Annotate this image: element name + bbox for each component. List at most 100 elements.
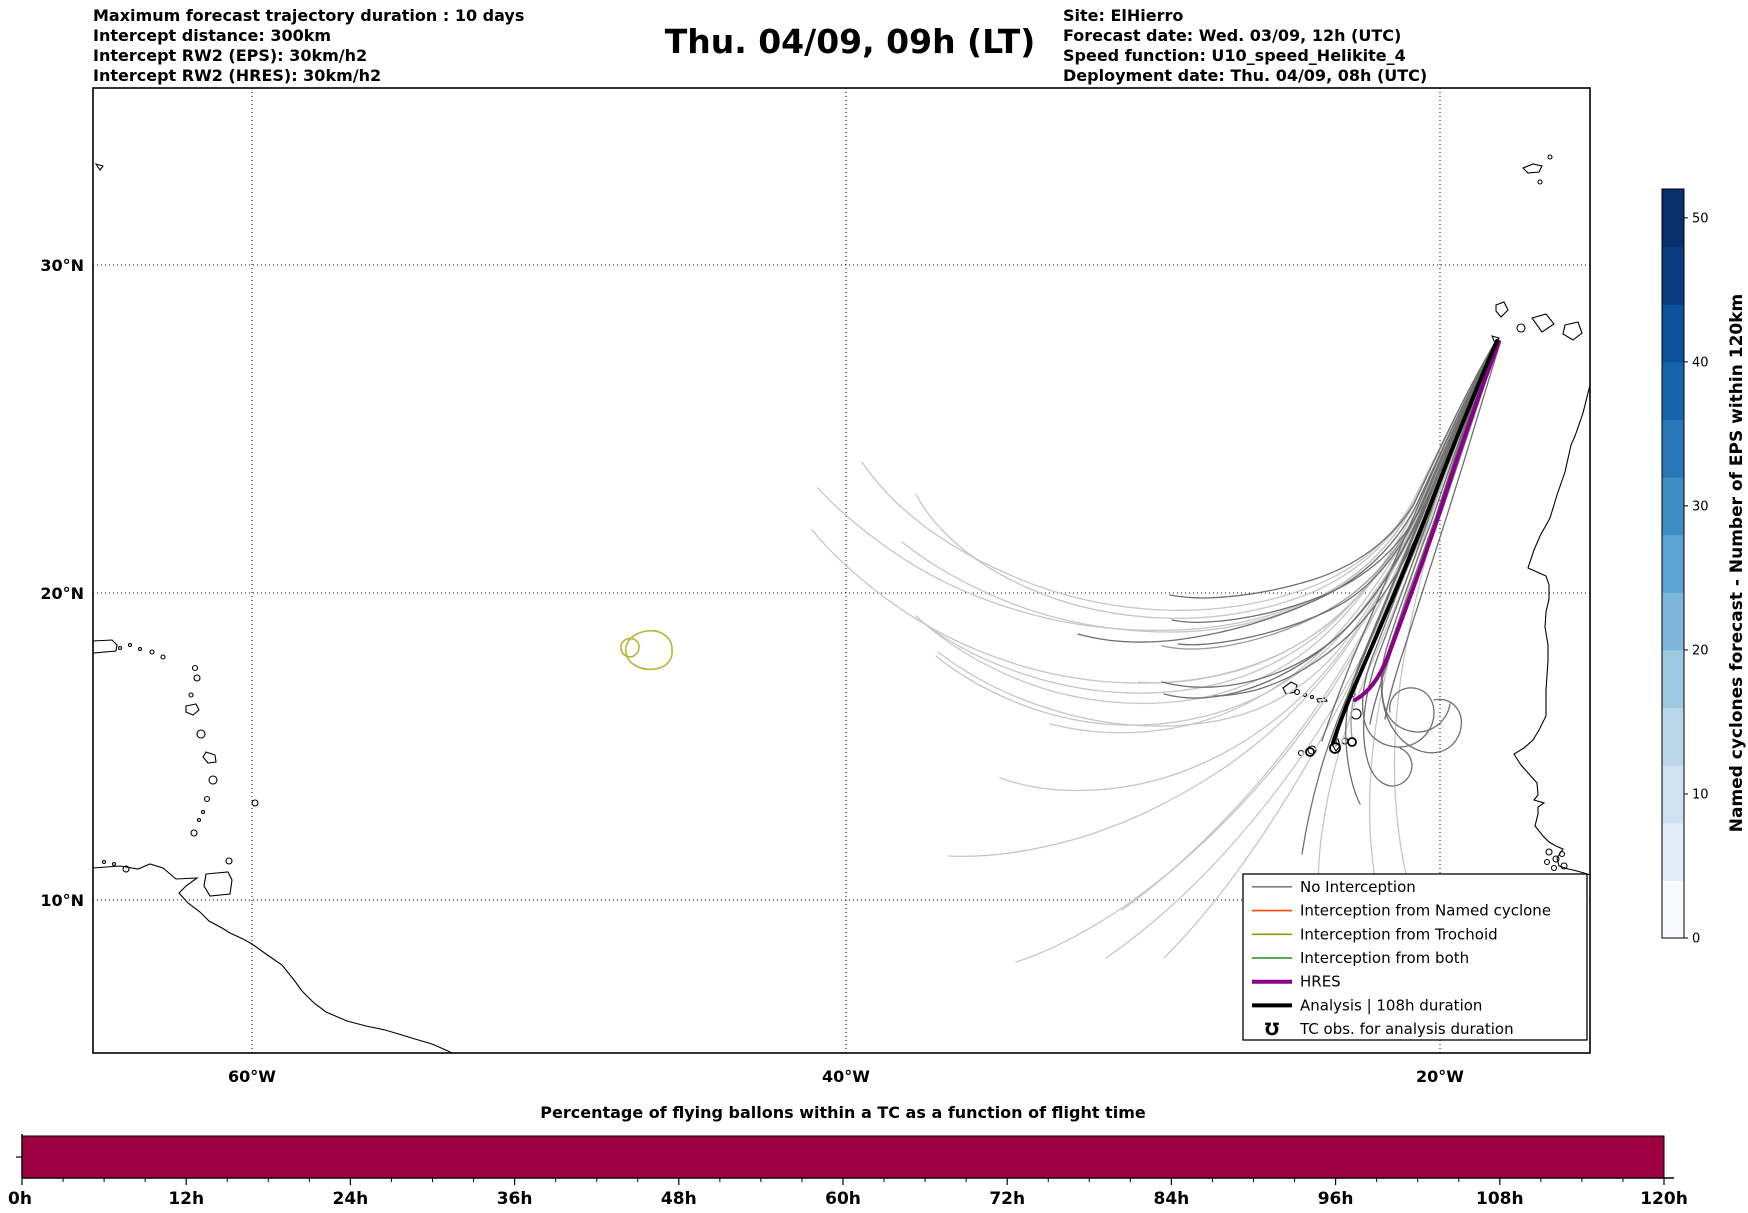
island — [127, 642, 133, 648]
colorbar-segment — [1662, 189, 1684, 248]
island — [1309, 694, 1315, 700]
hres-trajectory — [1353, 340, 1501, 702]
colorbar-segment — [1662, 361, 1684, 420]
lon-tick-label: 60°W — [228, 1067, 276, 1086]
island — [1537, 179, 1543, 185]
trochoid-circle — [624, 629, 673, 671]
x-tick-label: 72h — [989, 1189, 1025, 1209]
island — [1543, 858, 1551, 866]
trajectory — [915, 340, 1497, 619]
x-tick-label: 48h — [661, 1189, 697, 1209]
annotation-line: Maximum forecast trajectory duration : 1… — [93, 6, 525, 25]
tc-observations — [1305, 737, 1357, 757]
island — [1552, 855, 1560, 863]
coastlines — [92, 154, 1591, 1054]
forecast-info-annotation: Site: ElHierro Forecast date: Wed. 03/09… — [1063, 6, 1427, 86]
colorbar-tick-label: 0 — [1692, 932, 1700, 947]
legend: No Interception Interception from Named c… — [1242, 873, 1588, 1041]
island — [160, 654, 166, 660]
annotation-line: Deployment date: Thu. 04/09, 08h (UTC) — [1063, 66, 1428, 85]
trajectory — [1163, 341, 1498, 699]
trajectory — [1213, 340, 1499, 697]
colorbar-segment — [1662, 477, 1684, 536]
trajectory — [1381, 341, 1499, 733]
trajectory — [1301, 340, 1498, 855]
coastline — [92, 863, 453, 1054]
annotation-line: Intercept RW2 (EPS): 30km/h2 — [93, 46, 368, 65]
x-tick-label: 24h — [333, 1189, 369, 1209]
colorbar-segment — [1662, 880, 1684, 939]
colorbar: 0 10 20 30 40 50 — [1661, 188, 1709, 947]
island — [1550, 864, 1558, 872]
trajectory — [1368, 342, 1498, 937]
flight-time-bar-chart: 0h 12h 24h 36h 48h 60h 72h 84h 96h 108h 120h — [8, 1134, 1688, 1209]
island — [188, 692, 194, 698]
tc-obs-marker — [1305, 747, 1315, 757]
coastline — [1562, 321, 1583, 341]
annotation-line: Forecast date: Wed. 03/09, 12h (UTC) — [1063, 26, 1402, 45]
colorbar-segment — [1662, 419, 1684, 478]
colorbar-segment — [1662, 649, 1684, 709]
colorbar-segment — [1662, 246, 1684, 305]
colorbar-label: Named cyclones forecast - Number of EPS … — [1727, 293, 1747, 833]
island — [122, 865, 130, 873]
island — [208, 775, 218, 785]
trajectory — [1105, 342, 1498, 959]
coastline — [92, 639, 118, 654]
colorbar-segment — [1662, 707, 1684, 766]
island — [101, 859, 107, 865]
legend-item-label: Interception from Trochoid — [1300, 925, 1498, 943]
colorbar-segment — [1662, 592, 1684, 651]
trajectory — [947, 341, 1498, 857]
tc-obs-marker — [1329, 742, 1341, 754]
colorbar-outline — [1661, 188, 1685, 939]
lat-tick-label: 30°N — [40, 256, 84, 275]
map-tick-labels: 30°N 20°N 10°N 60°W 40°W 20°W — [40, 256, 1464, 1086]
x-tick-label: 0h — [8, 1189, 32, 1209]
trajectory — [1393, 342, 1499, 939]
trajectory — [1077, 340, 1497, 643]
trajectory — [1384, 342, 1501, 720]
figure-title: Thu. 04/09, 09h (LT) — [664, 22, 1036, 61]
island — [137, 646, 143, 652]
run-config-annotation: Maximum forecast trajectory duration : 1… — [93, 6, 524, 86]
trochoid-circle — [620, 637, 640, 658]
legend-item-label: TC obs. for analysis duration — [1299, 1020, 1514, 1038]
tc-obs-marker — [1347, 737, 1357, 747]
island — [193, 674, 201, 682]
island — [111, 861, 117, 867]
trajectories-light — [811, 339, 1499, 963]
lon-tick-label: 40°W — [822, 1067, 870, 1086]
legend-box — [1242, 873, 1588, 1041]
colorbar-segment — [1662, 304, 1684, 363]
island — [191, 664, 199, 672]
colorbar-tick-label: 50 — [1692, 211, 1709, 226]
x-tick-label: 84h — [1154, 1189, 1190, 1209]
x-tick-label: 120h — [1640, 1189, 1688, 1209]
map-frame — [92, 87, 1591, 1054]
trajectory — [1169, 340, 1497, 599]
percentage-bar — [21, 1135, 1665, 1179]
colorbar-tick-label: 20 — [1692, 643, 1709, 658]
coastline — [1495, 301, 1509, 318]
colorbar-segment — [1662, 534, 1684, 593]
island — [117, 645, 123, 651]
island — [149, 649, 155, 655]
island — [251, 799, 259, 807]
trajectories-dark — [1077, 339, 1501, 855]
island — [190, 829, 198, 837]
x-tick-label: 96h — [1318, 1189, 1354, 1209]
trajectory — [1015, 341, 1498, 963]
trajectories-mid — [1161, 340, 1499, 739]
trochoid-target — [620, 629, 673, 671]
legend-item-label: Analysis | 108h duration — [1300, 996, 1482, 1014]
lon-tick-label: 20°W — [1416, 1067, 1464, 1086]
island — [200, 809, 206, 815]
lat-tick-label: 20°N — [40, 584, 84, 603]
trajectory — [1171, 340, 1498, 624]
legend-item-label: Interception from both — [1300, 949, 1469, 967]
coastline — [1531, 313, 1555, 333]
island — [196, 729, 206, 739]
